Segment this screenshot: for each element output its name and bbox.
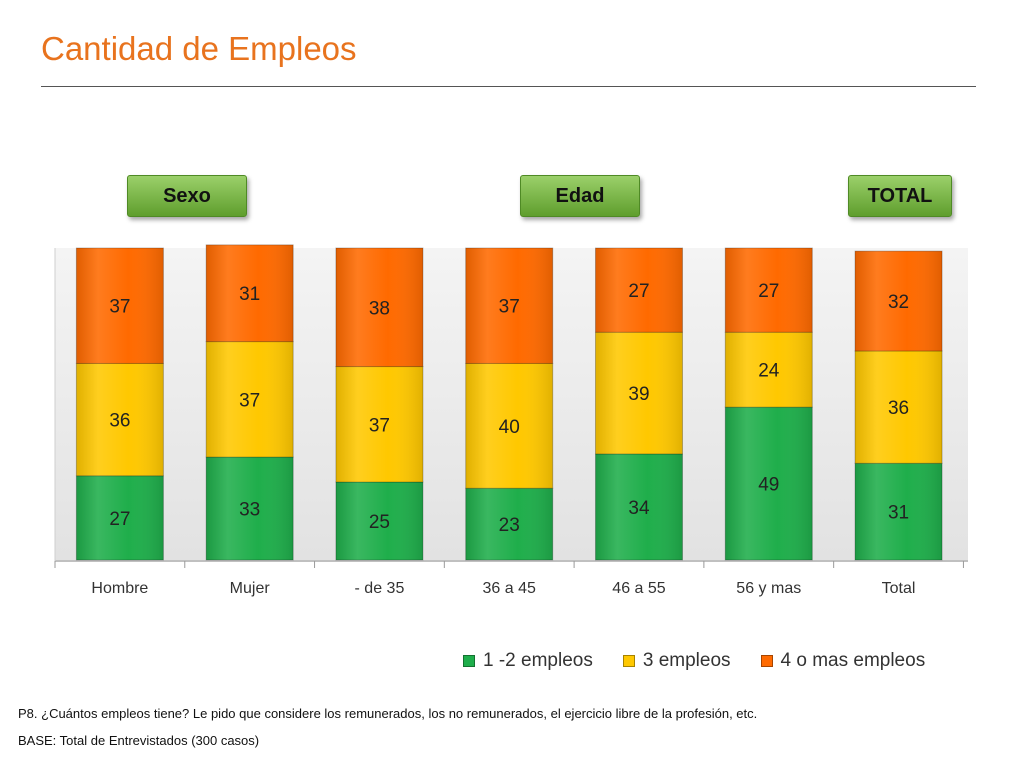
data-label: 31 — [239, 284, 260, 305]
group-label-edad: Edad — [520, 175, 640, 217]
legend-label: 1 -2 empleos — [483, 650, 593, 671]
data-label: 27 — [758, 281, 779, 302]
bar-segment-shading — [76, 248, 164, 364]
bar-segment-shading — [725, 248, 813, 333]
base-note: BASE: Total de Entrevistados (300 casos) — [18, 733, 260, 748]
group-label-sexo: Sexo — [127, 175, 247, 217]
page-title: Cantidad de Empleos — [41, 30, 357, 67]
bar-segment-shading — [855, 251, 943, 351]
data-label: 38 — [369, 298, 390, 319]
group-label-total: TOTAL — [848, 175, 952, 217]
legend-item-4-o-mas-empleos: 4 o mas empleos — [760, 650, 926, 672]
data-label: 33 — [239, 500, 260, 521]
x-tick-label: - de 35 — [355, 580, 405, 597]
bar-segment-shading — [725, 407, 813, 560]
data-label: 27 — [109, 509, 130, 530]
legend-label: 4 o mas empleos — [780, 650, 926, 671]
bar-segment-shading — [595, 332, 683, 454]
data-label: 37 — [109, 297, 130, 318]
data-label: 31 — [888, 503, 909, 524]
data-label: 23 — [499, 515, 520, 536]
legend-swatch-yellow — [622, 655, 635, 667]
data-label: 37 — [499, 297, 520, 318]
data-label: 32 — [888, 292, 909, 313]
legend-label: 3 empleos — [642, 650, 731, 671]
bar-segment-shading — [855, 350, 943, 464]
bar-segment-shading — [595, 453, 683, 560]
bar-segment-shading — [595, 248, 683, 333]
data-label: 37 — [239, 390, 260, 411]
title-divider — [41, 86, 976, 87]
x-tick-label: 36 a 45 — [483, 580, 536, 597]
x-tick-label: Hombre — [91, 580, 148, 597]
bar-segment-shading — [465, 363, 553, 489]
bar-segment-shading — [465, 488, 553, 560]
chart-legend: 1 -2 empleos 3 empleos 4 o mas empleos — [463, 650, 925, 672]
bar-segment-shading — [206, 244, 294, 342]
x-tick-label: Total — [882, 580, 916, 597]
bar-segment-shading — [335, 248, 423, 367]
bar-segment-shading — [76, 475, 164, 560]
data-label: 49 — [758, 475, 779, 496]
bar-segment-shading — [335, 366, 423, 482]
data-label: 27 — [628, 281, 649, 302]
bar-segment-shading — [335, 482, 423, 560]
data-label: 24 — [758, 361, 780, 382]
legend-swatch-orange — [760, 655, 773, 667]
bar-segment-shading — [76, 363, 164, 476]
bar-segment-shading — [206, 457, 294, 560]
data-label: 40 — [499, 417, 520, 438]
legend-swatch-green — [463, 655, 475, 667]
data-label: 37 — [369, 415, 390, 436]
bar-segment-shading — [725, 332, 813, 408]
x-tick-label: 46 a 55 — [612, 580, 665, 597]
bar-segment-shading — [465, 248, 553, 364]
legend-item-3-empleos: 3 empleos — [622, 650, 731, 672]
data-label: 25 — [369, 512, 390, 533]
data-label: 34 — [628, 498, 650, 519]
data-label: 36 — [109, 411, 130, 432]
data-label: 39 — [628, 384, 649, 405]
question-note: P8. ¿Cuántos empleos tiene? Le pido que … — [18, 706, 758, 721]
bar-segment-shading — [855, 463, 943, 560]
legend-item-1-2-empleos: 1 -2 empleos — [463, 650, 593, 672]
data-label: 36 — [888, 398, 909, 419]
bar-segment-shading — [206, 341, 294, 458]
x-tick-label: 56 y mas — [736, 580, 801, 597]
x-tick-label: Mujer — [230, 580, 271, 597]
